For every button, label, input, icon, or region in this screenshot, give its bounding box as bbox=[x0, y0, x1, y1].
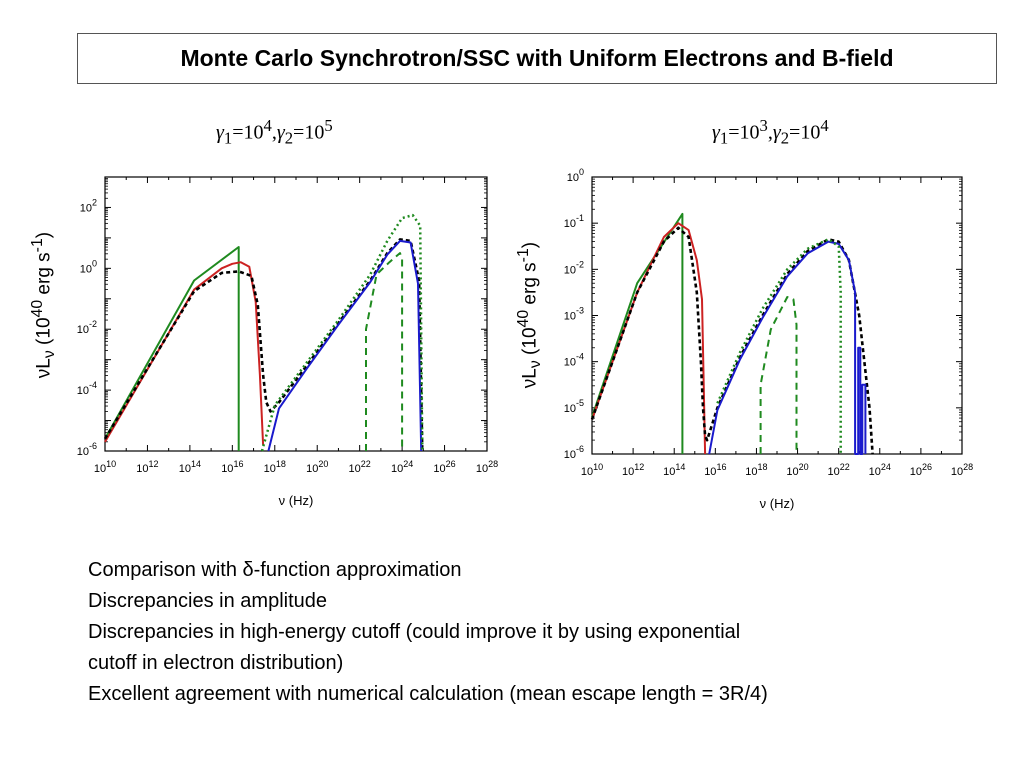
series-line-blue-solid bbox=[267, 239, 423, 452]
y-tick-label: 10-1 bbox=[564, 213, 584, 230]
slide-title: Monte Carlo Synchrotron/SSC with Uniform… bbox=[180, 45, 894, 71]
left-chart: 1010 1012 1014 1016 1018 1020 1022 1024 1026 1028… bbox=[77, 167, 973, 511]
y-tick-label: 10-5 bbox=[564, 398, 584, 415]
x-tick-label: 1024 bbox=[869, 462, 891, 478]
y-tick-label: 100 bbox=[80, 258, 97, 275]
x-tick-label: 1022 bbox=[349, 459, 371, 475]
gamma2-base: =10 bbox=[293, 121, 325, 144]
series-line-green-solid bbox=[104, 246, 240, 451]
y-tick-label: 10-4 bbox=[77, 380, 97, 397]
gamma1-sub: 1 bbox=[719, 128, 729, 148]
x-axis-label: ν (Hz) bbox=[279, 493, 314, 508]
x-tick-label: 1010 bbox=[94, 459, 116, 475]
y-tick-label: 10-4 bbox=[564, 352, 584, 369]
x-tick-label: 1020 bbox=[306, 459, 328, 475]
series-line-green-dashed bbox=[365, 252, 404, 451]
plot-frame bbox=[591, 176, 963, 455]
y-tick-label: 10-3 bbox=[564, 306, 584, 323]
params-sep: , bbox=[767, 121, 773, 144]
y-tick-label: 10-6 bbox=[564, 444, 584, 461]
x-tick-label: 1018 bbox=[745, 462, 767, 478]
gamma1-exp: 4 bbox=[263, 116, 272, 135]
gamma2-symbol: γ bbox=[276, 121, 285, 144]
gamma1-sub: 1 bbox=[223, 128, 233, 148]
gamma1-exp: 3 bbox=[759, 116, 768, 135]
gamma2-exp: 5 bbox=[324, 116, 333, 135]
series-line-green-dotted bbox=[260, 213, 424, 452]
series-line-black-dashed bbox=[103, 238, 424, 452]
plot-frame bbox=[104, 176, 488, 452]
x-tick-label: 1014 bbox=[179, 459, 201, 475]
gamma1-base: =10 bbox=[728, 121, 760, 144]
gamma1-base: =10 bbox=[232, 121, 264, 144]
slide-title-box: Monte Carlo Synchrotron/SSC with Uniform… bbox=[77, 33, 997, 84]
x-tick-label: 1014 bbox=[663, 462, 685, 478]
x-tick-label: 1028 bbox=[951, 462, 973, 478]
params-left: γ1=104,γ2=105 bbox=[216, 116, 333, 149]
note-line: Comparison with δ-function approximation bbox=[88, 559, 462, 581]
series-line-blue-solid bbox=[708, 240, 867, 455]
gamma2-sub: 2 bbox=[780, 128, 790, 148]
series-line-green-dashed bbox=[759, 296, 798, 454]
series-line-green-dotted bbox=[716, 238, 842, 454]
y-tick-label: 10-6 bbox=[77, 441, 97, 458]
x-tick-label: 1022 bbox=[828, 462, 850, 478]
x-tick-label: 1026 bbox=[433, 459, 455, 475]
x-tick-label: 1012 bbox=[136, 459, 158, 475]
note-line: Excellent agreement with numerical calcu… bbox=[88, 683, 768, 705]
gamma2-exp: 4 bbox=[820, 116, 829, 135]
x-tick-label: 1024 bbox=[391, 459, 413, 475]
series-line-red-solid bbox=[104, 261, 265, 445]
x-tick-label: 1020 bbox=[786, 462, 808, 478]
note-line: Discrepancies in high-energy cutoff (cou… bbox=[88, 621, 741, 643]
y-tick-label: 102 bbox=[80, 197, 97, 214]
x-tick-label: 1010 bbox=[581, 462, 603, 478]
x-tick-label: 1016 bbox=[704, 462, 726, 478]
y-tick-label: 100 bbox=[567, 167, 584, 184]
series-line-red-solid bbox=[591, 222, 707, 455]
series-line-green-solid bbox=[591, 212, 684, 454]
gamma2-symbol: γ bbox=[772, 121, 781, 144]
y-tick-label: 10-2 bbox=[564, 259, 584, 276]
y-tick-label: 10-2 bbox=[77, 319, 97, 336]
note-line: Discrepancies in amplitude bbox=[88, 590, 328, 612]
x-tick-label: 1012 bbox=[622, 462, 644, 478]
notes-list: Comparison with δ-function approximation… bbox=[88, 555, 768, 710]
note-line: cutoff in electron distribution) bbox=[88, 652, 344, 674]
x-tick-label: 1016 bbox=[221, 459, 243, 475]
params-right: γ1=103,γ2=104 bbox=[712, 116, 829, 149]
gamma1-symbol: γ bbox=[712, 121, 720, 144]
params-sep: , bbox=[271, 121, 277, 144]
gamma2-sub: 2 bbox=[284, 128, 294, 148]
x-tick-label: 1026 bbox=[910, 462, 932, 478]
x-tick-label: 1018 bbox=[264, 459, 286, 475]
x-axis-label: ν (Hz) bbox=[760, 496, 795, 511]
gamma1-symbol: γ bbox=[216, 121, 224, 144]
series-line-black-dashed bbox=[590, 226, 874, 455]
x-tick-label: 1028 bbox=[476, 459, 498, 475]
gamma2-base: =10 bbox=[789, 121, 821, 144]
